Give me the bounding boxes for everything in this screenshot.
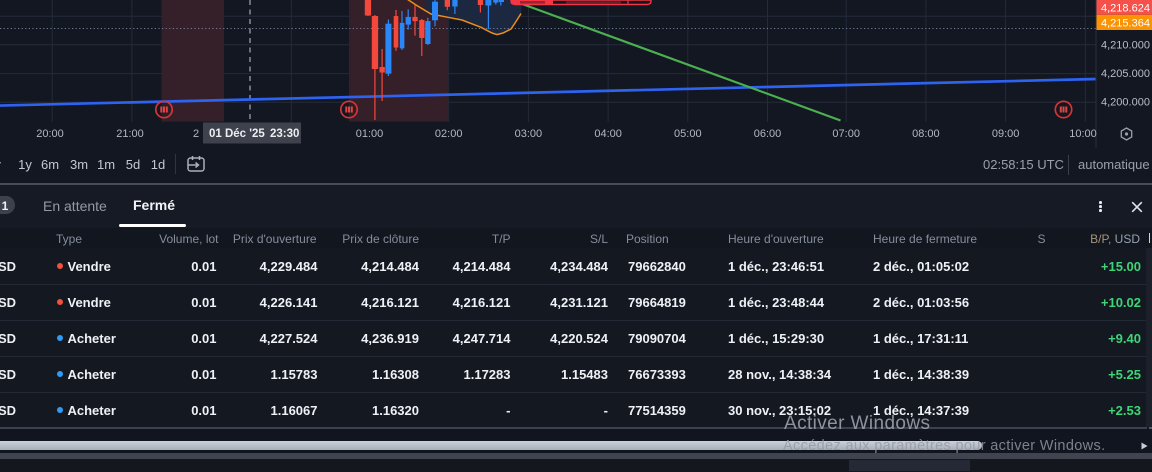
svg-text:4,200.000: 4,200.000 [1101, 97, 1150, 109]
svg-text:20:00: 20:00 [36, 128, 64, 140]
svg-text:07:00: 07:00 [832, 128, 860, 140]
svg-text:10:00: 10:00 [1069, 128, 1097, 140]
svg-text:03:00: 03:00 [515, 128, 543, 140]
svg-text:08:00: 08:00 [912, 128, 940, 140]
svg-text:4,215.364: 4,215.364 [1101, 17, 1150, 29]
svg-text:23:30: 23:30 [270, 128, 299, 140]
svg-text:01 Déc '25: 01 Déc '25 [209, 128, 265, 140]
svg-text:01:00: 01:00 [356, 128, 384, 140]
svg-text:02:00: 02:00 [435, 128, 463, 140]
svg-text:4,210.000: 4,210.000 [1101, 40, 1150, 52]
svg-text:4,205.000: 4,205.000 [1101, 68, 1150, 80]
svg-text:05:00: 05:00 [674, 128, 702, 140]
svg-text:06:00: 06:00 [754, 128, 782, 140]
svg-text:04:00: 04:00 [594, 128, 622, 140]
svg-text:09:00: 09:00 [992, 128, 1020, 140]
svg-text:4,218.624: 4,218.624 [1101, 2, 1150, 14]
svg-text:21:00: 21:00 [116, 128, 144, 140]
svg-text:2: 2 [193, 128, 199, 140]
